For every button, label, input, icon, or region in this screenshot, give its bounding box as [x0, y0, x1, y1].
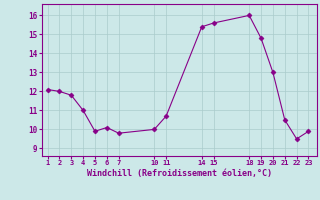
X-axis label: Windchill (Refroidissement éolien,°C): Windchill (Refroidissement éolien,°C) — [87, 169, 272, 178]
